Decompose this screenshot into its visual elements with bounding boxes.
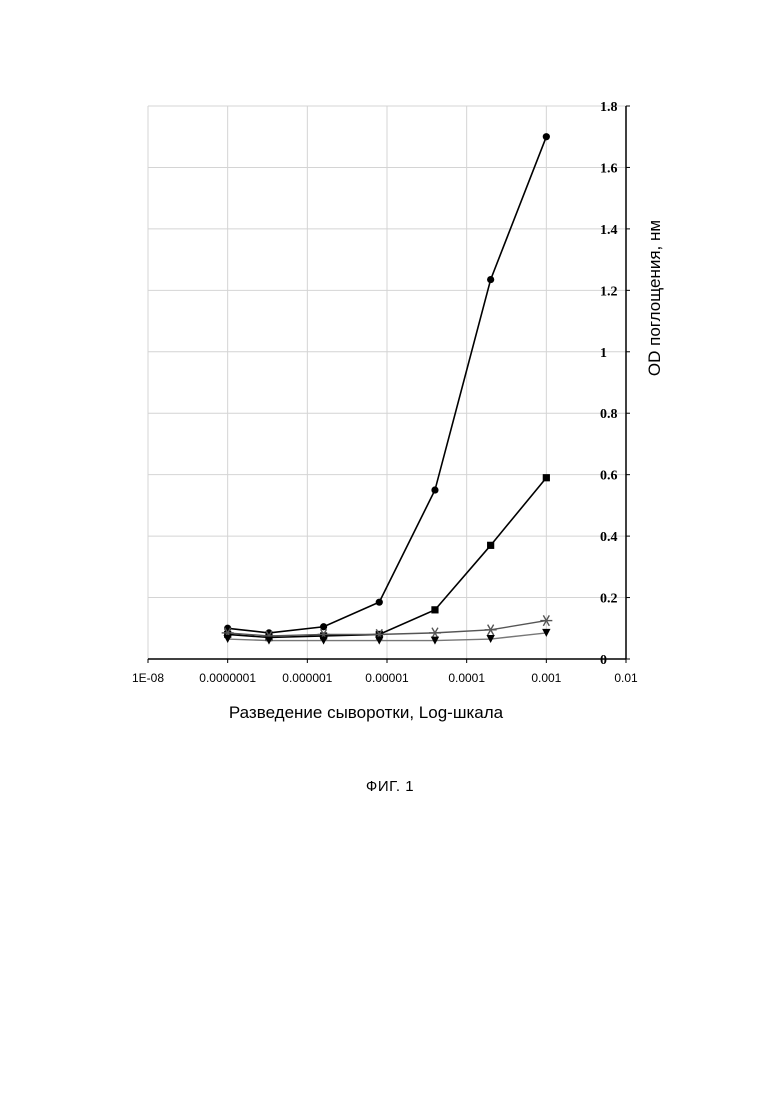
y-tick-label: 0.4 — [600, 530, 618, 545]
y-tick-label: 1.4 — [600, 223, 618, 238]
data-point-circle — [431, 486, 438, 493]
grid — [148, 106, 630, 663]
x-tick-label: 0.000001 — [282, 671, 332, 685]
figure-caption: ФИГ. 1 — [0, 778, 780, 795]
y-tick-label: 0.2 — [600, 592, 618, 607]
data-point-square — [487, 542, 494, 549]
x-axis-label: Разведение сыворотки, Log-шкала — [229, 703, 504, 722]
y-axis-label: OD поглощения, нм — [645, 220, 664, 376]
y-tick-label: 1 — [600, 346, 607, 361]
data-point-square — [431, 606, 438, 613]
y-tick-label: 1.8 — [600, 100, 618, 115]
y-tick-labels: 0 0.2 0.4 0.6 0.8 1 1.2 1.4 1.6 1.8 — [600, 100, 618, 668]
y-tick-label: 0.8 — [600, 407, 618, 422]
x-tick-label: 0.01 — [614, 671, 638, 685]
data-point-circle — [487, 276, 494, 283]
data-point-square — [543, 474, 550, 481]
x-tick-label: 1E-08 — [132, 671, 164, 685]
y-tick-label: 1.6 — [600, 161, 618, 176]
data-point-asterisk — [485, 625, 497, 635]
data-point-asterisk — [429, 628, 441, 638]
x-tick-label: 0.00001 — [365, 671, 409, 685]
data-point-circle — [543, 133, 550, 140]
x-tick-label: 0.0000001 — [199, 671, 256, 685]
y-tick-label: 0.6 — [600, 469, 618, 484]
y-tick-label: 0 — [600, 653, 607, 668]
data-point-circle — [376, 599, 383, 606]
x-tick-labels: 1E-08 0.0000001 0.000001 0.00001 0.0001 0.001… — [132, 671, 638, 685]
x-tick-label: 0.001 — [531, 671, 561, 685]
y-tick-label: 1.2 — [600, 284, 618, 299]
x-tick-label: 0.0001 — [448, 671, 485, 685]
